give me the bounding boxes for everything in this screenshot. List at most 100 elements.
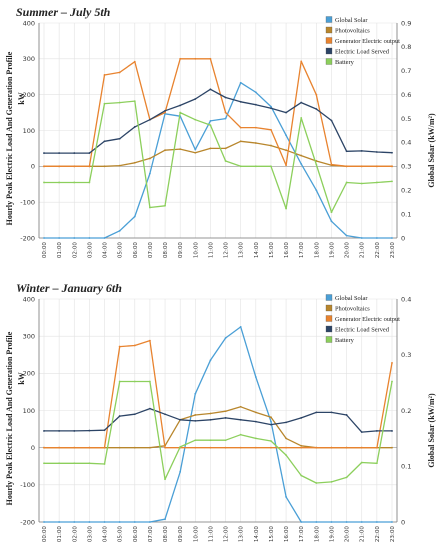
data-point <box>239 405 242 408</box>
data-point <box>391 521 393 523</box>
x-tick-label: 10:00 <box>193 242 199 259</box>
data-point <box>209 120 212 122</box>
data-point <box>345 165 348 168</box>
data-point <box>133 521 136 523</box>
data-point <box>270 105 272 108</box>
data-point <box>239 81 242 84</box>
data-point <box>149 521 151 523</box>
y2-axis-label: Global Solar (kW/m²) <box>427 113 436 188</box>
data-point <box>375 237 378 239</box>
data-point <box>300 474 303 477</box>
data-point <box>224 117 227 120</box>
data-point <box>391 180 393 183</box>
legend-swatch <box>325 304 333 312</box>
data-point <box>209 439 212 442</box>
y-tick-label: 0 <box>31 163 35 171</box>
data-point <box>300 154 303 157</box>
data-point <box>391 165 393 168</box>
legend-swatch <box>325 16 333 23</box>
data-point <box>118 521 121 523</box>
data-point <box>315 482 318 484</box>
y-tick-label: 400 <box>23 295 35 303</box>
x-tick-label: 05:00 <box>118 526 124 543</box>
x-tick-label: 09:00 <box>178 526 184 543</box>
data-point <box>179 111 182 114</box>
x-tick-label: 14:00 <box>254 526 260 543</box>
data-point <box>285 164 287 167</box>
data-point <box>149 206 151 209</box>
data-point <box>58 521 61 523</box>
data-point <box>360 165 363 168</box>
x-tick-label: 07:00 <box>148 242 154 259</box>
data-point <box>58 152 61 154</box>
data-point <box>345 150 348 153</box>
data-point <box>391 430 393 432</box>
x-tick-label: 12:00 <box>224 242 230 259</box>
x-tick-label: 18:00 <box>314 242 320 259</box>
data-point <box>118 345 121 348</box>
data-point <box>43 165 45 168</box>
data-point <box>270 446 272 449</box>
chart-panel-2: Winter – January 6th -200 -100 0 100 200 300 40… <box>5 281 436 542</box>
x-tick-label: 02:00 <box>72 242 78 259</box>
data-point <box>164 518 166 521</box>
data-point <box>88 446 91 449</box>
data-point <box>285 421 287 424</box>
x-tick-label: 11:00 <box>208 242 214 259</box>
data-point <box>254 437 257 440</box>
x-tick-label: 09:00 <box>178 242 184 259</box>
data-point <box>133 100 136 103</box>
chart-title: Winter – January 6th <box>16 281 122 295</box>
data-point <box>224 160 227 162</box>
data-point <box>285 496 287 498</box>
data-point <box>164 478 166 481</box>
data-point <box>375 165 378 168</box>
data-point <box>88 181 91 184</box>
data-point <box>345 476 348 479</box>
data-point <box>391 446 393 449</box>
data-point <box>345 234 348 237</box>
data-point <box>73 165 76 168</box>
data-point <box>179 470 182 473</box>
data-point <box>149 157 151 160</box>
legend-swatch <box>325 37 333 44</box>
data-point <box>149 172 151 175</box>
data-point <box>300 101 303 104</box>
y2-tick-label: 0 <box>401 518 405 526</box>
x-tick-label: 20:00 <box>345 242 351 259</box>
legend-swatch <box>325 294 333 301</box>
data-point <box>224 96 227 99</box>
series-line-electric-load-served <box>44 88 393 154</box>
data-point <box>300 521 303 523</box>
y2-tick-label: 0.3 <box>401 351 411 359</box>
data-point <box>285 134 287 137</box>
data-point <box>73 446 76 449</box>
y-tick-label: 200 <box>23 91 35 99</box>
data-point <box>330 220 333 223</box>
legend-label: Battery <box>335 337 355 344</box>
data-point <box>254 420 257 423</box>
y2-tick-label: 0.3 <box>401 163 411 171</box>
data-point <box>330 446 333 449</box>
data-point <box>194 414 197 416</box>
y-tick-label: 300 <box>23 332 35 340</box>
data-point <box>270 165 272 168</box>
data-point <box>270 423 272 426</box>
x-tick-label: 16:00 <box>284 242 290 259</box>
data-point <box>103 521 106 523</box>
data-point <box>224 111 227 114</box>
data-point <box>285 207 287 210</box>
series-line-global-solar <box>44 326 392 523</box>
data-point <box>209 88 212 91</box>
y2-axis-label: Global Solar (kW/m²) <box>427 393 436 468</box>
data-point <box>315 108 318 110</box>
data-point <box>43 152 45 154</box>
x-tick-label: 07:00 <box>148 526 154 543</box>
y2-tick-label: 0.1 <box>401 463 411 471</box>
data-point <box>58 181 61 184</box>
x-tick-label: 11:00 <box>208 526 214 543</box>
data-point <box>254 91 257 94</box>
data-point <box>88 152 91 154</box>
x-tick-label: 13:00 <box>239 242 245 259</box>
